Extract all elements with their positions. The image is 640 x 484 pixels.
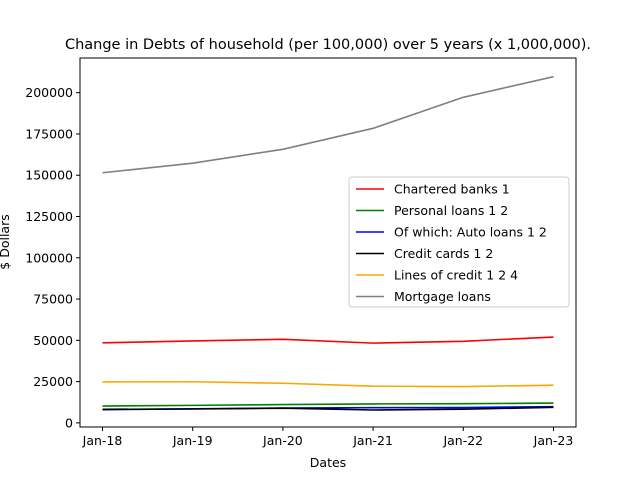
chart-title: Change in Debts of household (per 100,00… — [65, 37, 591, 53]
y-tick-label: 125000 — [25, 209, 73, 224]
legend-label: Lines of credit 1 2 4 — [394, 268, 518, 283]
series-line — [102, 75, 554, 174]
y-tick-label: 150000 — [25, 168, 73, 183]
y-tick-label: 100000 — [25, 250, 73, 265]
legend-label: Chartered banks 1 — [394, 182, 510, 197]
legend-box — [348, 176, 570, 308]
x-tick-label: Jan-19 — [172, 433, 213, 448]
x-tick-label: Jan-20 — [262, 433, 303, 448]
x-axis-label: Dates — [310, 455, 346, 470]
y-tick-label: 0 — [65, 415, 73, 430]
x-tick-label: Jan-18 — [82, 433, 123, 448]
x-tick-label: Jan-21 — [352, 433, 393, 448]
y-axis-label: $ Dollars — [0, 214, 12, 269]
series-line — [102, 402, 554, 407]
x-tick-label: Jan-23 — [533, 433, 574, 448]
x-tick-label: Jan-22 — [442, 433, 483, 448]
legend-label: Personal loans 1 2 — [394, 203, 508, 218]
series-line — [102, 380, 554, 388]
y-tick-label: 25000 — [33, 374, 73, 389]
series-lines — [102, 75, 554, 411]
legend-label: Of which: Auto loans 1 2 — [394, 225, 547, 240]
legend-label: Credit cards 1 2 — [394, 246, 493, 261]
y-tick-label: 200000 — [25, 85, 73, 100]
plot-frame — [79, 57, 577, 428]
series-line — [102, 406, 554, 411]
legend-label: Mortgage loans — [394, 289, 491, 304]
series-line — [102, 336, 554, 344]
legend: Chartered banks 1 Personal loans 1 2 Of wh… — [348, 176, 570, 308]
y-tick-label: 50000 — [33, 333, 73, 348]
y-tick-label: 175000 — [25, 126, 73, 141]
y-tick-label: 75000 — [33, 292, 73, 307]
x-axis: Jan-18 Jan-19 Jan-20 Jan-21 Jan-22 Jan-23 — [82, 427, 574, 448]
y-axis: 0 25000 50000 75000 100000 125000 150000 175000… — [25, 85, 80, 430]
